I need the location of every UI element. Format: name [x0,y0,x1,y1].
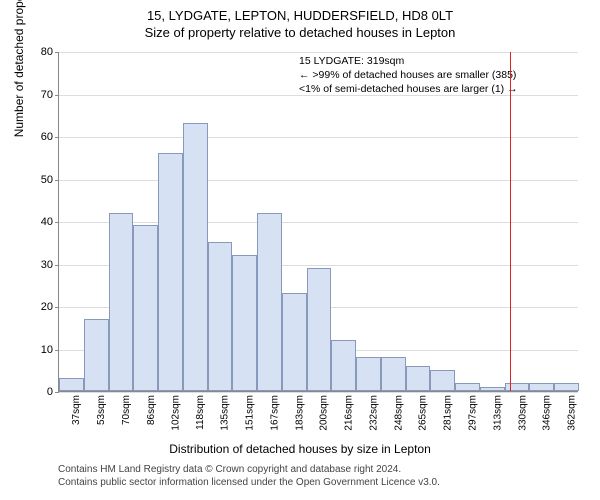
footer-line1: Contains HM Land Registry data © Crown c… [58,464,440,477]
histogram-bar [455,383,480,392]
x-tick-label: 265sqm [418,395,429,431]
grid-line [59,180,578,181]
histogram-bar [406,366,431,392]
x-tick-label: 70sqm [121,395,132,425]
histogram-bar [282,293,307,391]
x-tick-label: 200sqm [319,395,330,431]
x-tick-label: 216sqm [344,395,355,431]
y-tick-mark [55,350,59,351]
y-tick-label: 40 [41,216,53,228]
histogram-bar [381,357,406,391]
y-tick-mark [55,52,59,53]
histogram-bar [158,153,183,391]
histogram-bar [133,225,158,391]
histogram-bar [59,378,84,391]
x-tick-label: 86sqm [146,395,157,425]
x-tick-label: 232sqm [369,395,380,431]
histogram-bar [554,383,579,392]
x-axis-label: Distribution of detached houses by size … [0,442,600,456]
y-tick-label: 80 [41,46,53,58]
histogram-bar [480,387,505,391]
histogram-bar [356,357,381,391]
y-tick-label: 70 [41,89,53,101]
grid-line [59,222,578,223]
x-tick-label: 297sqm [468,395,479,431]
x-tick-label: 313sqm [492,395,503,431]
x-tick-label: 183sqm [294,395,305,431]
x-tick-label: 135sqm [220,395,231,431]
annotation-line2: ← >99% of detached houses are smaller (3… [299,68,518,82]
grid-line [59,137,578,138]
chart-area: 15 LYDGATE: 319sqm ← >99% of detached ho… [58,52,578,392]
y-tick-label: 50 [41,174,53,186]
y-tick-mark [55,307,59,308]
histogram-bar [183,123,208,391]
annotation-line1: 15 LYDGATE: 319sqm [299,54,518,68]
x-tick-label: 330sqm [517,395,528,431]
histogram-bar [505,383,530,392]
x-tick-label: 37sqm [71,395,82,425]
histogram-bar [257,213,282,392]
y-tick-mark [55,265,59,266]
grid-line [59,52,578,53]
footer-line2: Contains public sector information licen… [58,477,440,490]
histogram-bar [84,319,109,391]
y-tick-mark [55,137,59,138]
y-tick-label: 30 [41,259,53,271]
footer: Contains HM Land Registry data © Crown c… [58,464,440,489]
y-tick-mark [55,95,59,96]
chart-subtitle: Size of property relative to detached ho… [0,23,600,40]
histogram-bar [109,213,134,392]
x-tick-label: 167sqm [269,395,280,431]
histogram-bar [307,268,332,391]
histogram-bar [232,255,257,391]
x-tick-label: 281sqm [443,395,454,431]
x-tick-label: 346sqm [542,395,553,431]
annotation-box: 15 LYDGATE: 319sqm ← >99% of detached ho… [299,54,518,97]
histogram-bar [208,242,233,391]
x-tick-label: 362sqm [567,395,578,431]
y-tick-label: 0 [47,386,53,398]
chart-title: 15, LYDGATE, LEPTON, HUDDERSFIELD, HD8 0… [0,0,600,23]
histogram-bar [529,383,554,392]
grid-line [59,392,578,393]
y-axis-label: Number of detached properties [12,0,26,137]
plot-region: 15 LYDGATE: 319sqm ← >99% of detached ho… [58,52,578,392]
y-tick-mark [55,392,59,393]
y-tick-mark [55,180,59,181]
x-tick-label: 248sqm [393,395,404,431]
grid-line [59,95,578,96]
x-tick-label: 102sqm [170,395,181,431]
y-tick-label: 10 [41,344,53,356]
histogram-bar [430,370,455,391]
chart-container: 15, LYDGATE, LEPTON, HUDDERSFIELD, HD8 0… [0,0,600,500]
y-tick-label: 20 [41,301,53,313]
x-tick-label: 151sqm [245,395,256,431]
x-tick-label: 53sqm [96,395,107,425]
y-tick-mark [55,222,59,223]
reference-line [510,52,511,391]
y-tick-label: 60 [41,131,53,143]
histogram-bar [331,340,356,391]
x-tick-label: 118sqm [195,395,206,430]
